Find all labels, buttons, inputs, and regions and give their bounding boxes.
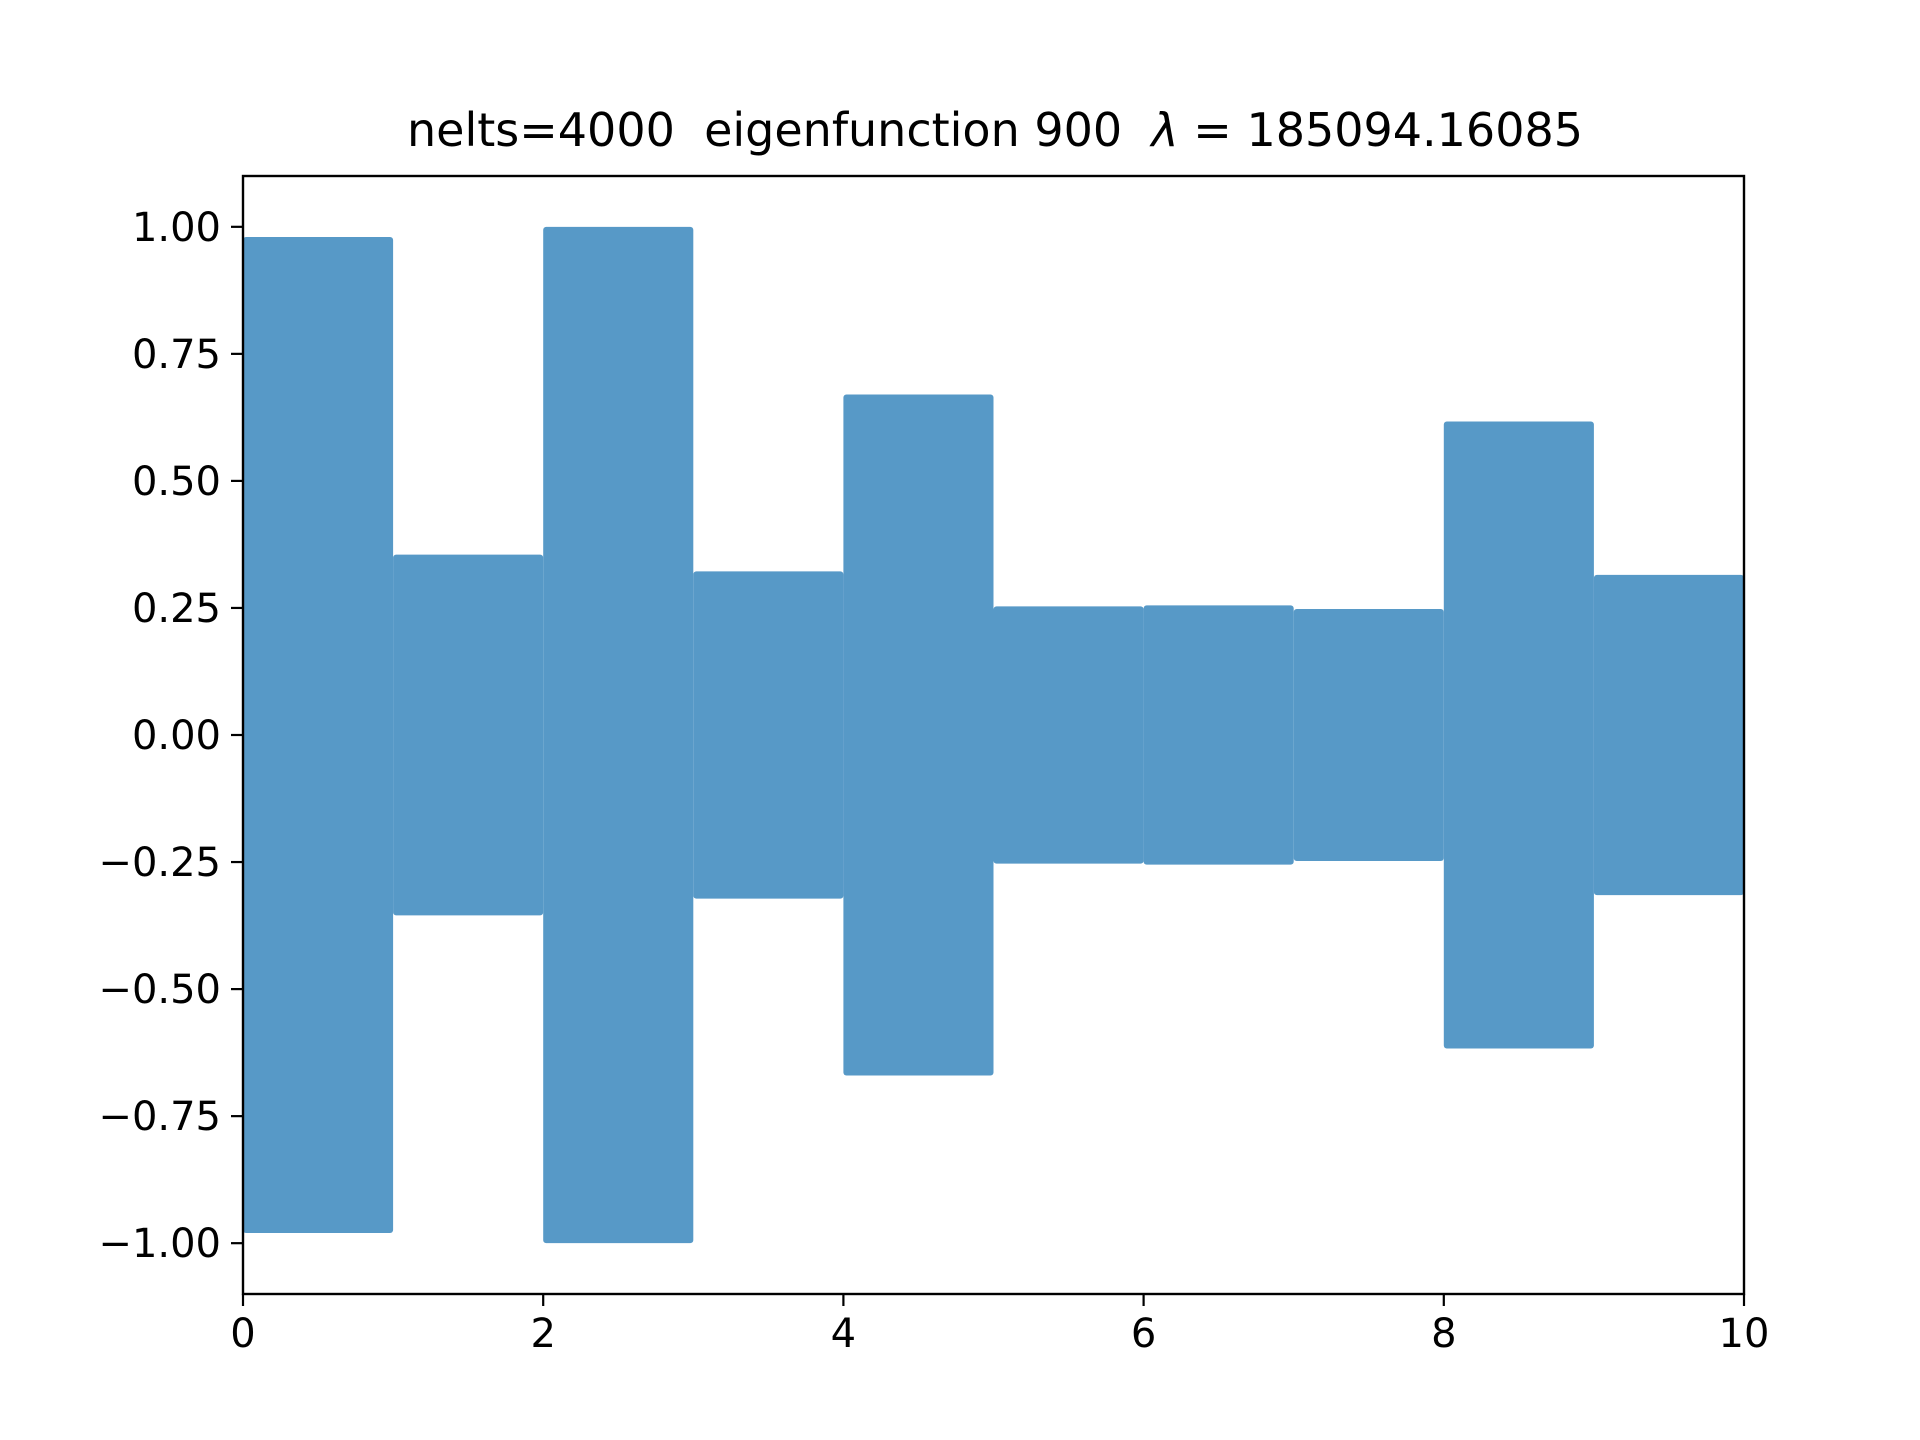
chart-title-prefix: nelts=4000 eigenfunction 900: [407, 103, 1151, 157]
y-tick-label: −1.00: [98, 1221, 221, 1267]
chart-title-value: 185094.16085: [1246, 103, 1583, 157]
y-tick-label: 0.75: [132, 332, 221, 378]
y-axis: 1.00 0.75 0.50 0.25 0.00 −0.25 −0.50 −0.75 −1.00: [98, 205, 243, 1267]
series-band-segment: [393, 554, 544, 916]
y-tick-label: 0.25: [132, 586, 221, 632]
x-tick-label: 4: [831, 1311, 856, 1357]
series-band-segment: [543, 226, 694, 1244]
y-tick-label: −0.75: [98, 1094, 221, 1140]
x-axis: 0 2 4 6 8 10: [230, 1294, 1769, 1357]
y-tick-label: 0.50: [132, 459, 221, 505]
chart-title-lambda: λ: [1148, 103, 1178, 157]
y-tick-label: −0.50: [98, 967, 221, 1013]
series-band-segment: [243, 236, 394, 1234]
y-tick-label: 1.00: [132, 205, 221, 251]
chart-title: nelts=4000 eigenfunction 900 λ = 185094.…: [407, 103, 1583, 157]
series-band-segment: [1443, 421, 1594, 1049]
chart-title-equals: =: [1179, 103, 1247, 157]
y-tick-label: −0.25: [98, 840, 221, 886]
x-tick-label: 10: [1719, 1311, 1770, 1357]
series-band-segment: [693, 571, 844, 899]
series-band-segment: [1293, 608, 1444, 862]
series-band-segment: [1593, 574, 1744, 896]
x-tick-label: 0: [230, 1311, 255, 1357]
plot-area: [241, 174, 1746, 1296]
y-tick-label: 0.00: [132, 713, 221, 759]
x-tick-label: 6: [1131, 1311, 1156, 1357]
x-tick-label: 8: [1431, 1311, 1456, 1357]
x-tick-label: 2: [530, 1311, 555, 1357]
data-layer: [243, 226, 1744, 1244]
series-band-segment: [1143, 605, 1294, 865]
series-band-segment: [993, 606, 1144, 864]
series-band-segment: [843, 394, 994, 1076]
